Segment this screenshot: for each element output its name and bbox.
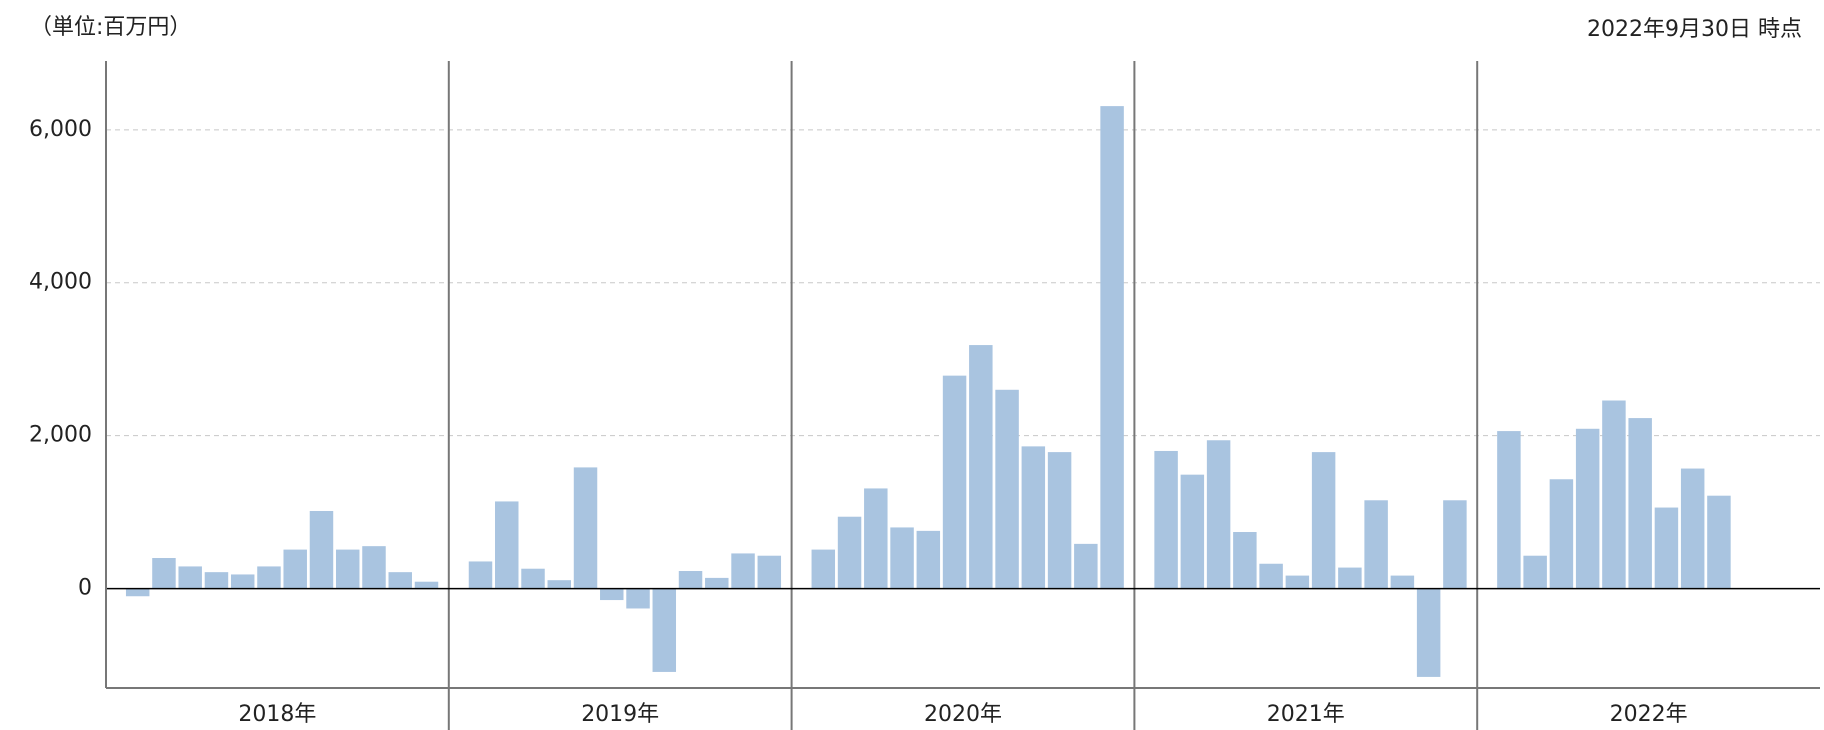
- bar: [1259, 563, 1283, 589]
- bar: [1707, 495, 1731, 589]
- bar: [1180, 474, 1205, 589]
- bar: [757, 555, 782, 589]
- bar: [1416, 588, 1441, 677]
- y-tick-label: 0: [78, 576, 92, 601]
- bar: [705, 577, 729, 589]
- bar: [1154, 450, 1178, 589]
- bar: [1338, 567, 1362, 589]
- y-tick-label: 6,000: [29, 117, 92, 142]
- bar: [1575, 428, 1600, 589]
- bar: [1233, 532, 1257, 589]
- bar: [1549, 479, 1574, 589]
- bar: [1523, 555, 1547, 589]
- bar: [125, 588, 150, 597]
- bar: [678, 571, 703, 589]
- bar: [811, 549, 836, 589]
- bar: [1206, 440, 1231, 589]
- bar: [1654, 507, 1679, 589]
- bar: [257, 566, 281, 589]
- bar: [995, 389, 1019, 589]
- bar: [1021, 446, 1046, 589]
- bar: [1390, 575, 1415, 589]
- bar: [626, 588, 650, 609]
- bar: [1364, 500, 1388, 589]
- bar: [1100, 106, 1124, 589]
- bar: [1074, 543, 1098, 589]
- bar: [1680, 468, 1705, 589]
- bar: [916, 530, 941, 589]
- x-group-label: 2018年: [238, 702, 316, 727]
- bar: [652, 588, 677, 672]
- bar: [969, 345, 993, 589]
- bar: [1628, 418, 1652, 589]
- as-of-date: 2022年9月30日 時点: [1587, 17, 1802, 42]
- x-group-label: 2020年: [924, 702, 1002, 727]
- bar: [731, 553, 755, 589]
- bar: [1602, 400, 1626, 589]
- bar: [335, 549, 360, 589]
- bar: [468, 561, 493, 589]
- bar: [573, 467, 598, 589]
- bar: [388, 572, 412, 589]
- bar: [1285, 575, 1310, 589]
- bar: [230, 574, 255, 589]
- x-group-label: 2019年: [581, 702, 659, 727]
- y-tick-label: 2,000: [29, 423, 92, 448]
- bar: [1047, 452, 1072, 589]
- bar: [864, 488, 888, 589]
- bar: [837, 516, 862, 589]
- bar: [495, 501, 519, 589]
- bar: [521, 568, 545, 589]
- unit-note: （単位:百万円）: [30, 15, 191, 40]
- y-tick-label: 4,000: [29, 270, 92, 295]
- bar: [178, 566, 202, 589]
- bar: [600, 588, 624, 601]
- bar: [204, 572, 229, 589]
- bar: [283, 549, 307, 589]
- bar: [942, 375, 967, 589]
- bar: [890, 527, 914, 589]
- bar: [1497, 431, 1521, 589]
- bar: [152, 558, 176, 589]
- bar: [1311, 452, 1336, 589]
- bar: [362, 546, 386, 589]
- bar: [309, 510, 334, 589]
- x-group-label: 2022年: [1610, 702, 1688, 727]
- bar: [1443, 500, 1467, 589]
- x-group-label: 2021年: [1267, 702, 1345, 727]
- bar: [547, 580, 571, 589]
- bar: [414, 581, 439, 589]
